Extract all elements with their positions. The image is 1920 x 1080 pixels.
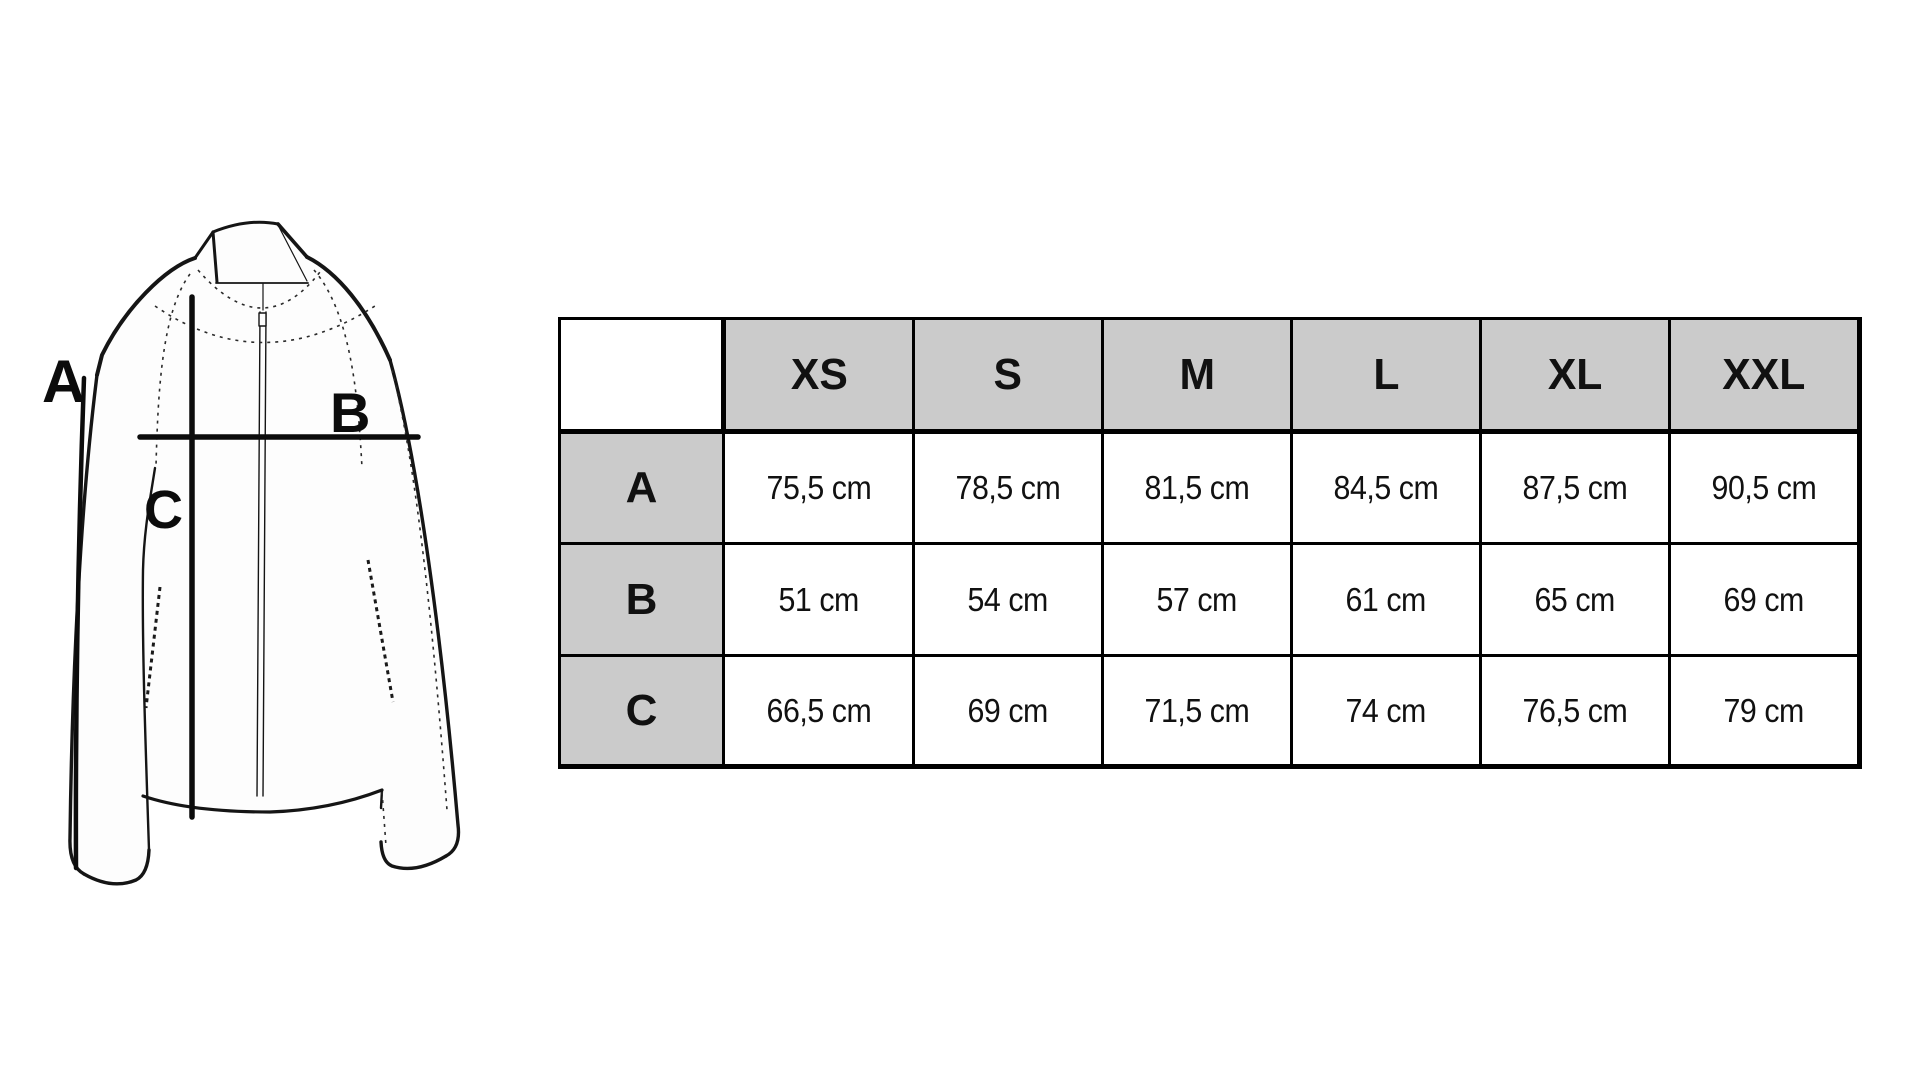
table-row-a: A 75,5 cm 78,5 cm 81,5 cm 84,5 cm 87,5 c…	[558, 429, 1862, 545]
cell-c-xl: 76,5 cm	[1479, 654, 1671, 769]
cell-c-s: 69 cm	[912, 654, 1104, 769]
cell-c-l: 74 cm	[1290, 654, 1482, 769]
label-a: A	[42, 348, 85, 415]
size-col-l: L	[1290, 317, 1482, 433]
measurement-lines	[73, 294, 421, 871]
cell-c-xs: 66,5 cm	[722, 654, 915, 769]
row-label-a: A	[558, 429, 725, 545]
size-col-s: S	[912, 317, 1104, 433]
cell-a-xs: 75,5 cm	[722, 429, 915, 545]
cell-c-m: 71,5 cm	[1101, 654, 1293, 769]
table-row-c: C 66,5 cm 69 cm 71,5 cm 74 cm 76,5 cm 79…	[558, 654, 1862, 769]
row-label-c: C	[558, 654, 725, 769]
cell-b-s: 54 cm	[912, 542, 1104, 657]
size-chart-table: XS S M L XL XXL A 75,5 cm 78,5 cm 81,5 c…	[558, 317, 1862, 769]
measurement-labels: A B C	[42, 348, 370, 540]
cell-a-m: 81,5 cm	[1101, 429, 1293, 545]
cell-a-xl: 87,5 cm	[1479, 429, 1671, 545]
jacket-svg: A B C	[42, 220, 461, 886]
size-col-xl: XL	[1479, 317, 1671, 433]
row-label-b: B	[558, 542, 725, 657]
size-col-m: M	[1101, 317, 1293, 433]
size-header-row: XS S M L XL XXL	[558, 317, 1862, 433]
cell-b-m: 57 cm	[1101, 542, 1293, 657]
jacket-illustration: A B C	[20, 210, 480, 910]
pocket-lines	[144, 559, 395, 709]
cell-a-s: 78,5 cm	[912, 429, 1104, 545]
measurement-line-a	[73, 375, 87, 871]
size-col-xxl: XXL	[1668, 317, 1862, 433]
label-b: B	[330, 381, 370, 444]
cell-b-xs: 51 cm	[722, 542, 915, 657]
empty-corner-cell	[558, 317, 725, 433]
table-row-b: B 51 cm 54 cm 57 cm 61 cm 65 cm 69 cm	[558, 542, 1862, 657]
size-col-xs: XS	[721, 317, 915, 433]
cell-c-xxl: 79 cm	[1668, 654, 1862, 769]
cell-b-l: 61 cm	[1290, 542, 1482, 657]
cell-b-xxl: 69 cm	[1668, 542, 1862, 657]
label-c: C	[144, 480, 183, 540]
jacket-outline	[68, 220, 461, 886]
cell-a-l: 84,5 cm	[1290, 429, 1482, 545]
cell-a-xxl: 90,5 cm	[1668, 429, 1862, 545]
zipper-pull	[258, 312, 267, 327]
cell-b-xl: 65 cm	[1479, 542, 1671, 657]
